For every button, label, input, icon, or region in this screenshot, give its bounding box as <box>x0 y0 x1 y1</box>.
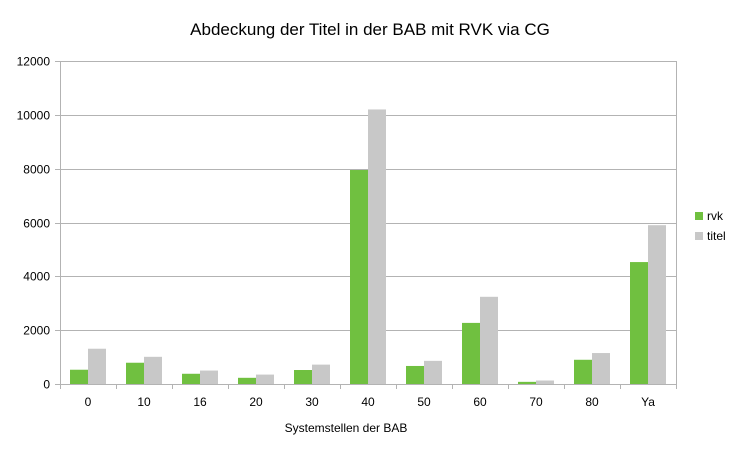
bar-rvk-0[interactable] <box>70 369 88 384</box>
x-tick-label: 80 <box>585 395 599 409</box>
y-tick-label: 10000 <box>17 109 51 123</box>
bar-titel-0[interactable] <box>88 348 106 384</box>
legend-label-titel: titel <box>707 229 726 243</box>
bar-titel-70[interactable] <box>536 380 554 384</box>
x-tick-label: 16 <box>193 395 207 409</box>
bar-rvk-10[interactable] <box>126 362 144 384</box>
x-tick-label: 10 <box>137 395 151 409</box>
y-tick-label: 4000 <box>23 270 50 284</box>
y-tick-label: 6000 <box>23 217 50 231</box>
bar-titel-Ya[interactable] <box>648 225 666 384</box>
bar-titel-30[interactable] <box>312 364 330 384</box>
x-tick-label: 30 <box>305 395 319 409</box>
bar-titel-80[interactable] <box>592 353 610 384</box>
bars <box>70 109 666 384</box>
y-tick-label: 12000 <box>17 55 51 69</box>
bar-rvk-20[interactable] <box>238 377 256 384</box>
x-tick-label: 50 <box>417 395 431 409</box>
bar-rvk-60[interactable] <box>462 322 480 384</box>
x-tick-label: Ya <box>641 395 655 409</box>
x-axis-label: Systemstellen der BAB <box>285 421 408 435</box>
x-tick-label: 20 <box>249 395 263 409</box>
bar-titel-20[interactable] <box>256 374 274 384</box>
legend-label-rvk: rvk <box>707 209 724 223</box>
axes: 0 2000 4000 6000 8000 10000 12000 0 10 16 20 30 40 50… <box>17 55 677 409</box>
bar-rvk-Ya[interactable] <box>630 262 648 384</box>
chart-title: Abdeckung der Titel in der BAB mit RVK v… <box>190 20 550 39</box>
bar-rvk-70[interactable] <box>518 381 536 384</box>
bar-rvk-30[interactable] <box>294 370 312 384</box>
x-tick-label: 0 <box>85 395 92 409</box>
legend[interactable]: rvk titel <box>695 209 726 243</box>
x-tick-label: 40 <box>361 395 375 409</box>
bar-titel-40[interactable] <box>368 109 386 384</box>
legend-swatch-titel <box>695 232 703 240</box>
y-tick-label: 8000 <box>23 163 50 177</box>
x-tick-label: 70 <box>529 395 543 409</box>
y-tick-label: 2000 <box>23 324 50 338</box>
legend-swatch-rvk <box>695 212 703 220</box>
bar-titel-16[interactable] <box>200 370 218 384</box>
bar-titel-60[interactable] <box>480 296 498 384</box>
bar-rvk-50[interactable] <box>406 365 424 384</box>
x-tick-label: 60 <box>473 395 487 409</box>
bar-rvk-80[interactable] <box>574 359 592 384</box>
bar-titel-50[interactable] <box>424 360 442 384</box>
bar-titel-10[interactable] <box>144 356 162 384</box>
bar-rvk-16[interactable] <box>182 373 200 384</box>
y-tick-label: 0 <box>43 378 50 392</box>
bar-rvk-40[interactable] <box>350 170 368 384</box>
